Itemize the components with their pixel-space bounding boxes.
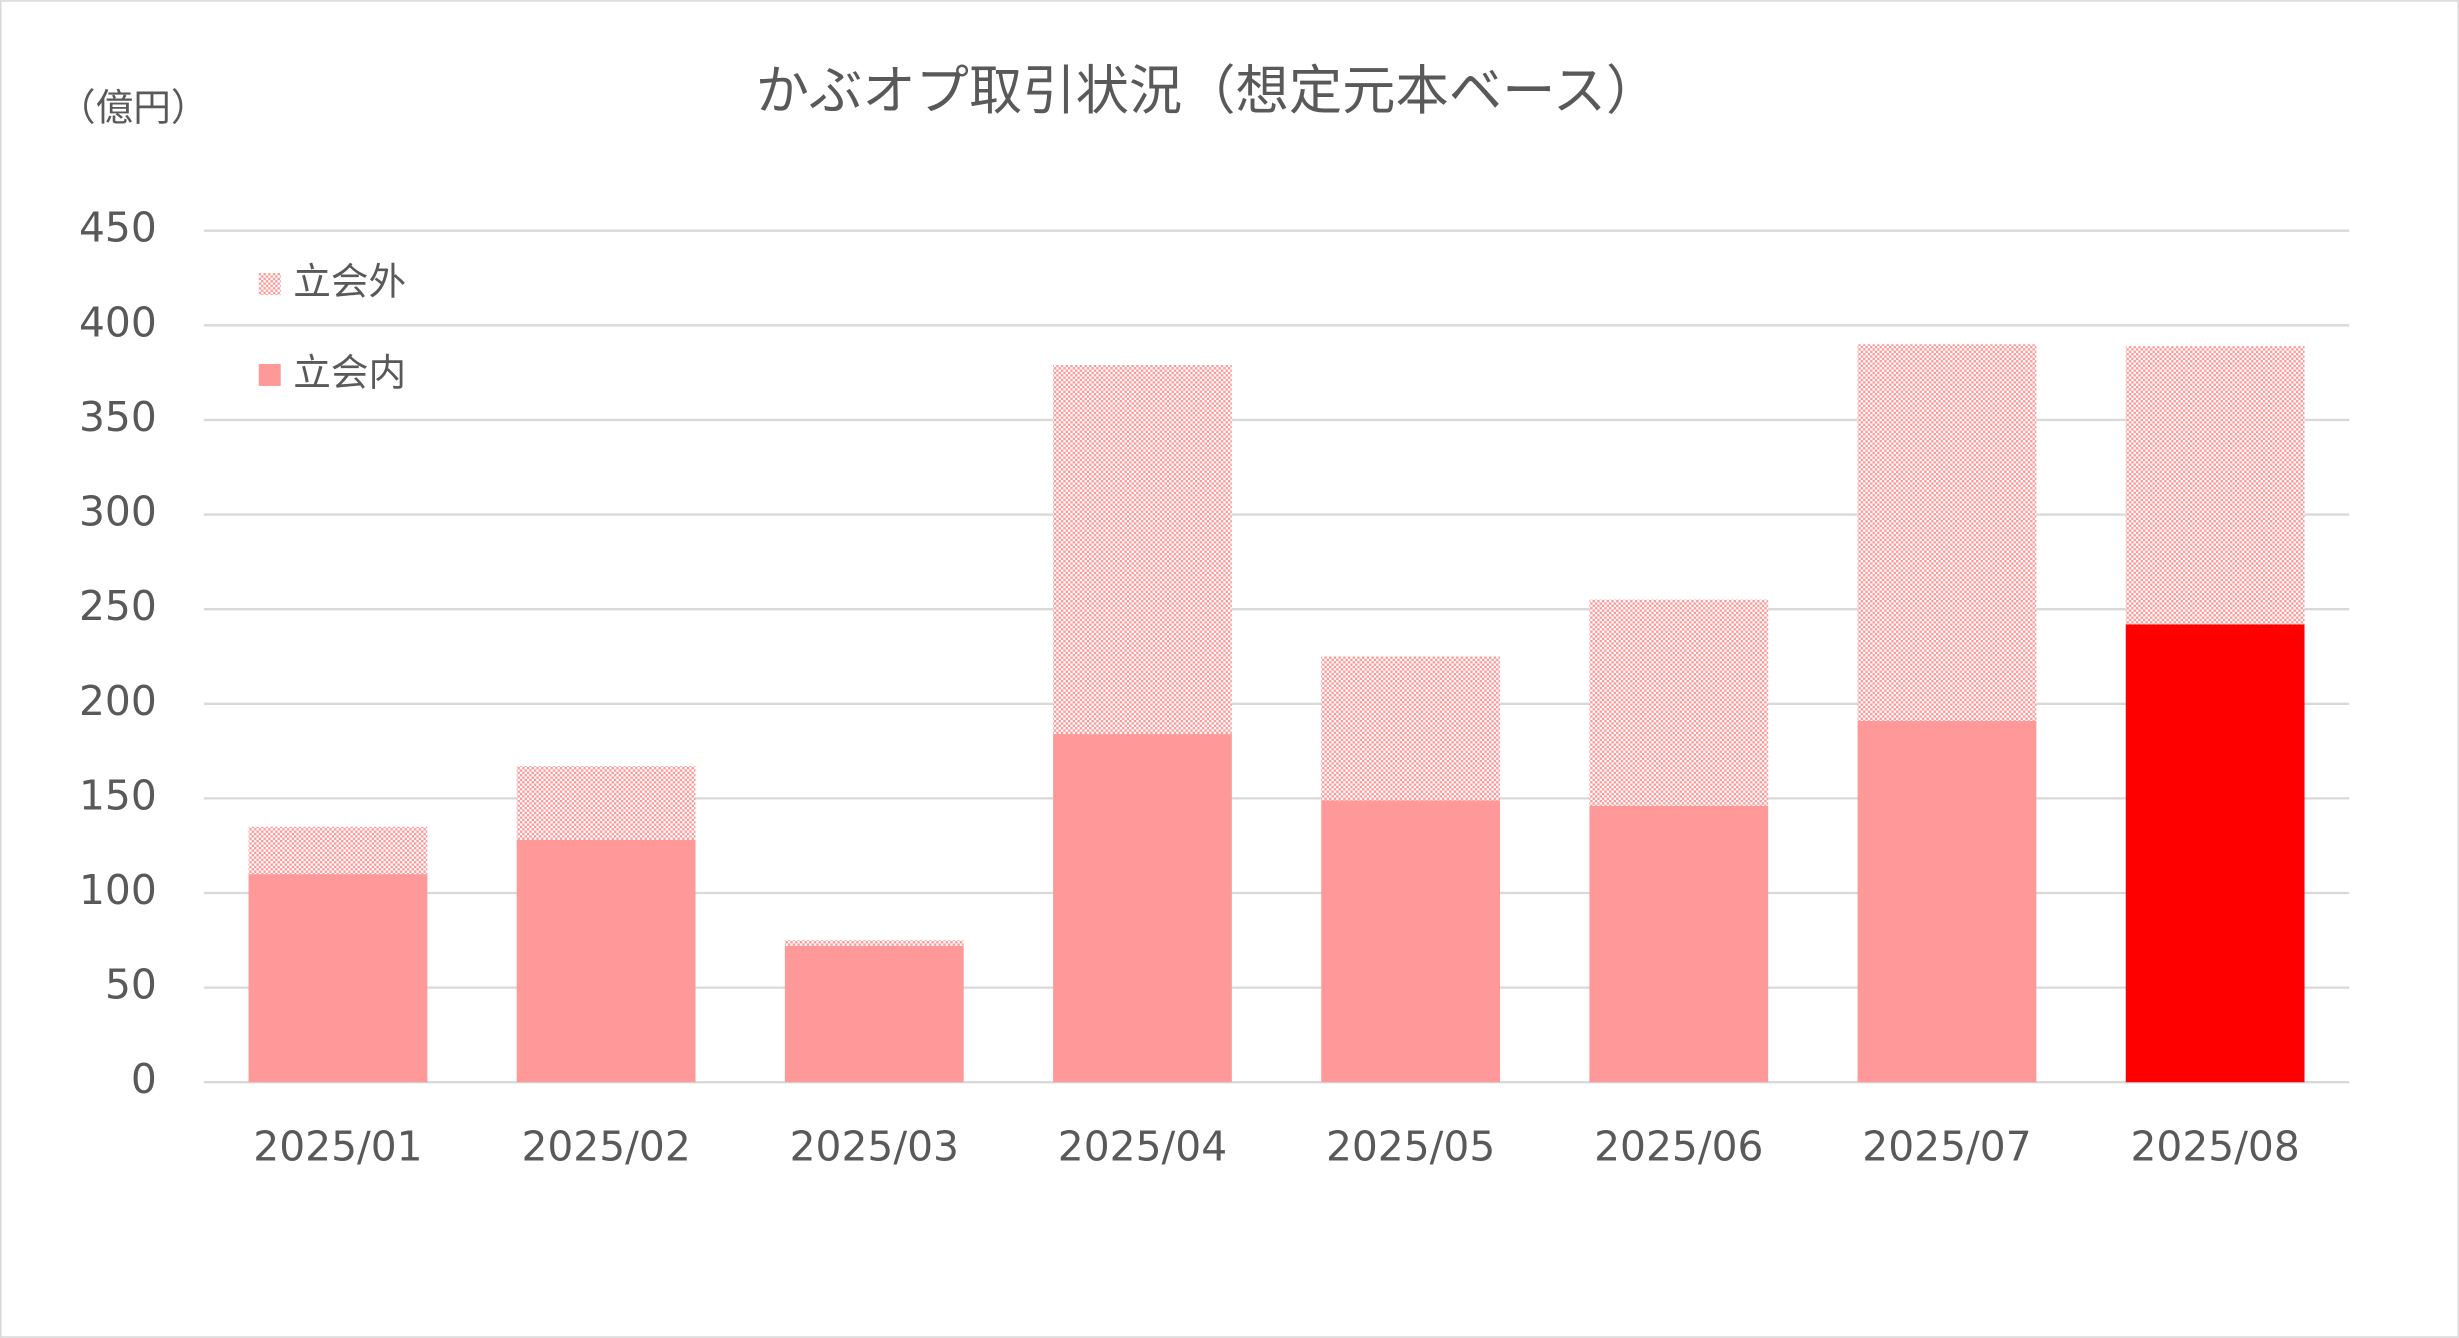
y-tick-label: 150 xyxy=(79,771,157,819)
bar-segment xyxy=(248,826,428,875)
bar-segment xyxy=(1857,344,2037,721)
y-tick-label: 100 xyxy=(79,866,157,914)
y-tick-label: 250 xyxy=(79,582,157,630)
bar-segment xyxy=(1053,734,1232,1083)
legend-swatch xyxy=(258,363,281,386)
bar-segment xyxy=(1589,805,1769,1083)
chart-title: かぶオプ取引状況（想定元本ベース） xyxy=(756,60,1660,122)
bar-segment xyxy=(784,940,964,946)
y-tick-label: 400 xyxy=(79,298,157,346)
y-axis-unit: （億円） xyxy=(58,85,209,129)
bar-segment xyxy=(2125,346,2305,625)
y-tick-label: 0 xyxy=(131,1055,157,1103)
x-tick-label: 2025/04 xyxy=(1058,1123,1227,1171)
y-tick-label: 50 xyxy=(105,961,157,1009)
legend-label: 立会内 xyxy=(293,350,406,394)
bar-segment xyxy=(1053,365,1232,735)
bar-segment xyxy=(516,766,696,841)
x-tick-label: 2025/08 xyxy=(2130,1123,2299,1171)
bar-segment xyxy=(516,840,696,1083)
y-tick-label: 350 xyxy=(79,393,157,441)
bar-segment xyxy=(2125,624,2305,1083)
legend-label: 立会外 xyxy=(293,259,406,303)
bar-segment xyxy=(784,945,964,1083)
bar-segment xyxy=(248,874,428,1083)
y-tick-label: 300 xyxy=(79,488,157,536)
x-tick-label: 2025/03 xyxy=(790,1123,959,1171)
bar-segment xyxy=(1321,656,1501,801)
x-tick-label: 2025/06 xyxy=(1594,1123,1763,1171)
bar-segment xyxy=(1857,720,2037,1083)
bar-segment xyxy=(1321,800,1501,1083)
legend-swatch xyxy=(258,273,281,295)
y-tick-label: 450 xyxy=(79,204,157,252)
y-tick-label: 200 xyxy=(79,677,157,725)
x-tick-label: 2025/02 xyxy=(521,1123,690,1171)
bar-segment xyxy=(1589,599,1769,806)
x-tick-label: 2025/07 xyxy=(1862,1123,2031,1171)
x-tick-label: 2025/01 xyxy=(253,1123,422,1171)
x-tick-label: 2025/05 xyxy=(1326,1123,1495,1171)
